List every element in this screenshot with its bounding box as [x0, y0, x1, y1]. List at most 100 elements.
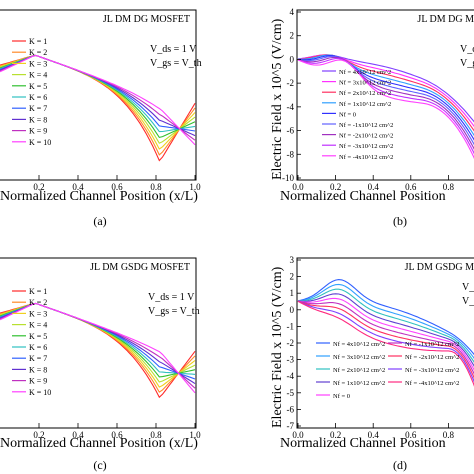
- legend-label-b-6: Nf = -1x10^12 cm^2: [339, 122, 393, 129]
- legend-label-b-5: Nf = 0: [339, 111, 356, 118]
- y-tick-label-d-2: 2: [290, 272, 295, 282]
- y-tick-label-b-8: -10: [282, 173, 294, 183]
- legend-label-a-3: K = 3: [29, 59, 47, 68]
- y-tick-label-d-1: 3: [290, 255, 295, 265]
- legend-label-b-1: Nf = 4x10^12 cm^2: [339, 69, 391, 76]
- y-tick-label-b-4: -2: [287, 78, 295, 88]
- series-line-d-8: [297, 300, 474, 383]
- legend-label-a-4: K = 4: [29, 71, 47, 80]
- x-tick-label-c-1: 0.2: [33, 430, 44, 440]
- series-line-d-7: [297, 300, 474, 379]
- legend-label-c-6: K = 6: [29, 343, 47, 352]
- y-tick-label-b-5: -4: [287, 102, 295, 112]
- panel-a-annotation-vgs: V_gs = V_th: [150, 58, 202, 69]
- y-tick-label-b-1: 4: [290, 7, 295, 17]
- series-line-d-5: [297, 297, 474, 371]
- legend-label-b-7: Nf = -2x10^12 cm^2: [339, 133, 393, 140]
- y-tick-label-d-3: 1: [290, 288, 295, 298]
- y-tick-label-b-2: 2: [290, 31, 295, 41]
- legend-label-b-9: Nf = -4x10^12 cm^2: [339, 154, 393, 161]
- x-tick-label-c-5: 1.0: [189, 430, 201, 440]
- panel-b-y-ticks: 4 2 0 -2 -4 -6 -8 -10: [282, 7, 301, 183]
- x-tick-label-d-2: 0.2: [330, 430, 341, 440]
- panel-c-title: JL DM GSDG MOSFET: [90, 262, 190, 273]
- legend-label-d-1: Nf = 4x10^12 cm^2: [333, 341, 385, 348]
- panel-b-x-ticks: 0.0 0.2 0.4 0.6 0.8: [292, 175, 455, 192]
- y-tick-label-b-6: -6: [287, 126, 295, 136]
- x-tick-label-a-2: 0.4: [72, 182, 84, 192]
- panel-a-x-label: Normalized Channel Position (x/L): [0, 189, 198, 204]
- panel-d-caption: (d): [393, 458, 407, 472]
- panel-d-y-ticks: 3 2 1 0 -1 -2 -3 -4 -5 -6 -7: [287, 255, 301, 431]
- legend-label-d-8: Nf = -3x10^12 cm^2: [405, 367, 459, 374]
- panel-a: JL DM DG MOSFET V_ds = 1 V V_gs = V_th K…: [0, 9, 202, 228]
- panel-b: JL DM DG M V_d V_g Nf = 4x10^12 cm^2Nf =…: [270, 7, 474, 228]
- y-tick-label-d-5: -1: [287, 321, 295, 331]
- series-line-a-10: [0, 54, 196, 146]
- series-line-b-2: [297, 54, 474, 128]
- y-tick-label-d-7: -3: [287, 355, 295, 365]
- legend-label-a-10: K = 10: [29, 138, 51, 147]
- legend-label-c-8: K = 8: [29, 365, 47, 374]
- panel-d: JL DM GSDG M V_d V_g Nf = 4x10^12 cm^2Nf…: [270, 255, 474, 472]
- series-line-b-7: [297, 56, 474, 150]
- panel-b-title: JL DM DG M: [417, 14, 474, 25]
- x-tick-label-b-4: 0.6: [405, 182, 417, 192]
- series-line-b-5: [297, 55, 474, 141]
- panel-d-curves: [297, 279, 474, 387]
- panel-a-x-ticks: 0.2 0.4 0.6 0.8 1.0: [33, 175, 201, 192]
- panel-c-caption: (c): [93, 458, 106, 472]
- panel-d-annotation-vds: V_d: [462, 282, 474, 293]
- legend-label-c-2: K = 2: [29, 298, 47, 307]
- x-tick-label-a-4: 0.8: [150, 182, 162, 192]
- x-tick-label-d-1: 0.0: [292, 430, 304, 440]
- panel-a-curves: [0, 54, 196, 162]
- y-tick-label-b-7: -8: [287, 149, 295, 159]
- panel-c-annotation-vds: V_ds = 1 V: [148, 292, 195, 303]
- legend-label-a-9: K = 9: [29, 127, 47, 136]
- x-tick-label-a-3: 0.6: [111, 182, 123, 192]
- x-tick-label-b-2: 0.2: [330, 182, 341, 192]
- panel-b-x-label: Normalized Channel Position: [280, 189, 446, 204]
- y-tick-label-d-8: -4: [287, 371, 295, 381]
- series-line-b-9: [297, 59, 474, 159]
- panel-d-legend: Nf = 4x10^12 cm^2 Nf = 3x10^12 cm^2 Nf = 2…: [316, 341, 459, 400]
- panel-b-y-label: Electric Field x 10^5 (V/cm): [270, 18, 285, 180]
- series-line-b-6: [297, 55, 474, 146]
- series-line-d-4: [297, 293, 474, 367]
- legend-label-b-3: Nf = 2x10^12 cm^2: [339, 90, 391, 97]
- legend-label-b-4: Nf = 1x10^12 cm^2: [339, 101, 391, 108]
- panel-d-y-label: Electric Field x 10^5 (V/cm): [270, 266, 285, 428]
- panel-a-title: JL DM DG MOSFET: [103, 14, 190, 25]
- legend-label-c-1: K = 1: [29, 287, 47, 296]
- panel-d-x-label: Normalized Channel Position: [280, 436, 446, 451]
- panel-c-x-ticks: 0.2 0.4 0.6 0.8 1.0: [33, 423, 201, 440]
- panel-b-annotation-vds: V_d: [460, 44, 474, 55]
- panel-a-caption: (a): [93, 214, 106, 228]
- legend-label-c-7: K = 7: [29, 354, 47, 363]
- legend-label-d-6: Nf = -1x10^12 cm^2: [405, 341, 459, 348]
- x-tick-label-c-4: 0.8: [150, 430, 162, 440]
- series-line-b-8: [297, 58, 474, 155]
- panel-b-legend: Nf = 4x10^12 cm^2 Nf = 3x10^12 cm^2 Nf = 2…: [322, 69, 393, 161]
- legend-label-d-9: Nf = -4x10^12 cm^2: [405, 380, 459, 387]
- legend-label-c-4: K = 4: [29, 321, 47, 330]
- x-tick-label-b-5: 0.8: [443, 182, 455, 192]
- legend-label-a-1: K = 1: [29, 37, 47, 46]
- y-tick-label-d-9: -5: [287, 388, 295, 398]
- legend-label-a-8: K = 8: [29, 115, 47, 124]
- legend-label-c-3: K = 3: [29, 309, 47, 318]
- series-line-d-9: [297, 300, 474, 387]
- series-line-d-1: [297, 279, 474, 356]
- y-tick-label-d-11: -7: [287, 421, 295, 431]
- panel-a-legend: K = 1 K = 2 K = 3 K = 4 K = 5 K = 6 K = 7 K = 8…: [12, 37, 51, 147]
- x-tick-label-a-5: 1.0: [189, 182, 201, 192]
- panel-a-annotation-vds: V_ds = 1 V: [150, 44, 197, 55]
- legend-label-d-4: Nf = 1x10^12 cm^2: [333, 380, 385, 387]
- legend-label-a-6: K = 6: [29, 93, 47, 102]
- x-tick-label-b-1: 0.0: [292, 182, 304, 192]
- y-tick-label-b-3: 0: [290, 54, 295, 64]
- x-tick-label-d-4: 0.6: [405, 430, 417, 440]
- legend-label-d-7: Nf = -2x10^12 cm^2: [405, 354, 459, 361]
